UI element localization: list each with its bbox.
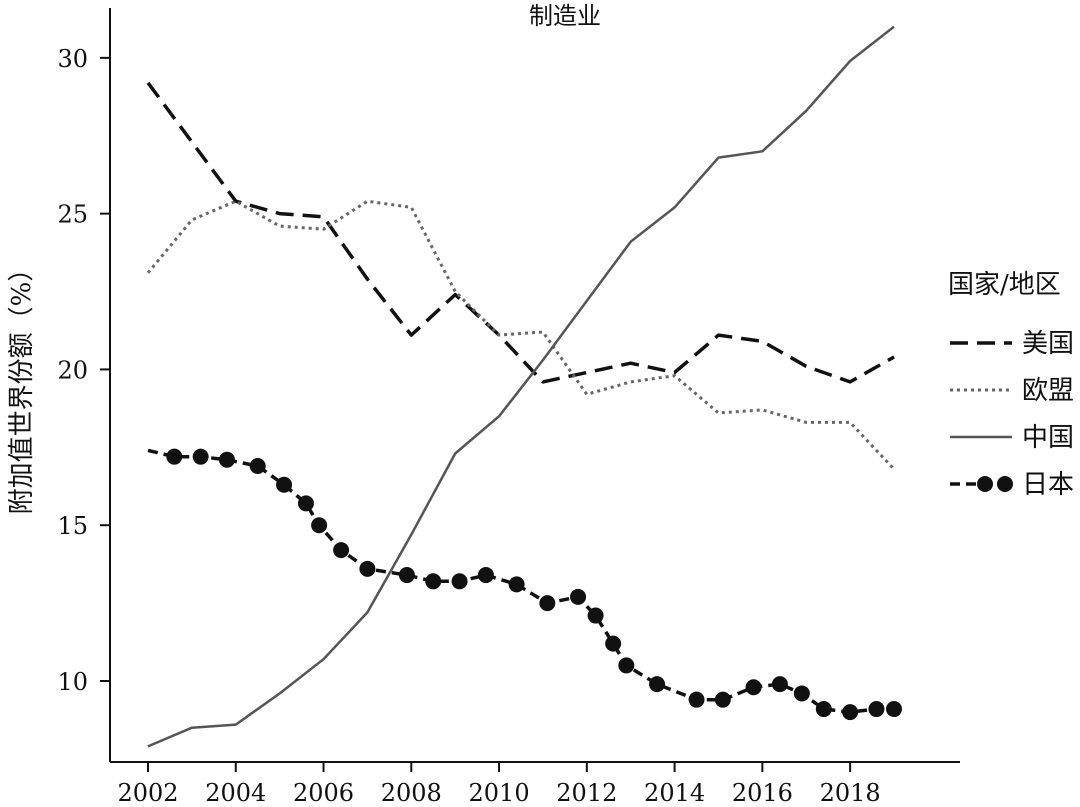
legend-label-0: 美国 xyxy=(1022,329,1074,359)
chart-title: 制造业 xyxy=(529,2,601,30)
series-marker-3 xyxy=(793,685,810,702)
series-marker-3 xyxy=(276,476,293,493)
x-tick-label: 2012 xyxy=(556,779,617,807)
series-marker-3 xyxy=(771,676,788,693)
series-marker-3 xyxy=(249,458,266,475)
series-marker-3 xyxy=(333,542,350,559)
y-tick-label: 25 xyxy=(57,201,88,229)
series-marker-3 xyxy=(618,657,635,674)
series-marker-3 xyxy=(868,701,885,718)
series-marker-3 xyxy=(570,588,587,605)
x-tick-label: 2004 xyxy=(205,779,266,807)
y-axis-label: 附加值世界份额（%） xyxy=(7,256,37,515)
series-marker-3 xyxy=(886,701,902,718)
y-tick-label: 20 xyxy=(57,356,88,384)
series-line-1 xyxy=(146,199,896,471)
series-marker-3 xyxy=(398,567,415,584)
series-marker-3 xyxy=(714,691,731,708)
series-marker-3 xyxy=(166,448,183,465)
series-line-3 xyxy=(147,448,894,714)
series-marker-3 xyxy=(297,495,314,512)
series-marker-3 xyxy=(425,573,442,590)
series-marker-3 xyxy=(451,573,468,590)
series-marker-3 xyxy=(649,676,666,693)
series-marker-3 xyxy=(192,448,209,465)
legend-marker-3 xyxy=(977,476,993,492)
y-tick-label: 15 xyxy=(57,512,88,540)
series-line-2 xyxy=(147,25,895,748)
legend-title: 国家/地区 xyxy=(948,270,1061,300)
series-line-0 xyxy=(146,81,895,384)
x-tick-label: 2006 xyxy=(293,779,354,807)
x-tick-label: 2002 xyxy=(117,779,178,807)
legend-label-3: 日本 xyxy=(1022,470,1074,500)
series-marker-3 xyxy=(587,607,604,624)
y-ticks: 10 15 20 25 30 xyxy=(57,45,110,696)
series-marker-3 xyxy=(815,701,832,718)
x-tick-label: 2008 xyxy=(381,779,442,807)
y-tick-label: 30 xyxy=(57,45,88,73)
legend-marker-3 xyxy=(997,476,1013,492)
series-marker-3 xyxy=(477,567,494,584)
series-marker-3 xyxy=(508,576,525,593)
x-tick-label: 2010 xyxy=(469,779,530,807)
series-layer xyxy=(146,25,902,748)
x-tick-label: 2016 xyxy=(732,779,793,807)
series-marker-3 xyxy=(311,517,328,534)
x-tick-label: 2018 xyxy=(820,779,881,807)
y-tick-label: 10 xyxy=(57,668,88,696)
series-marker-3 xyxy=(688,691,705,708)
legend-label-1: 欧盟 xyxy=(1022,376,1074,406)
x-ticks: 2002 2004 2006 2008 2010 2012 2014 2016 2018 xyxy=(117,762,881,807)
series-marker-3 xyxy=(842,704,859,721)
series-marker-3 xyxy=(605,635,622,652)
legend-label-2: 中国 xyxy=(1022,423,1074,453)
series-marker-3 xyxy=(539,595,556,612)
series-marker-3 xyxy=(218,451,235,468)
series-marker-3 xyxy=(745,679,762,696)
series-marker-3 xyxy=(359,560,376,577)
x-tick-label: 2014 xyxy=(644,779,705,807)
